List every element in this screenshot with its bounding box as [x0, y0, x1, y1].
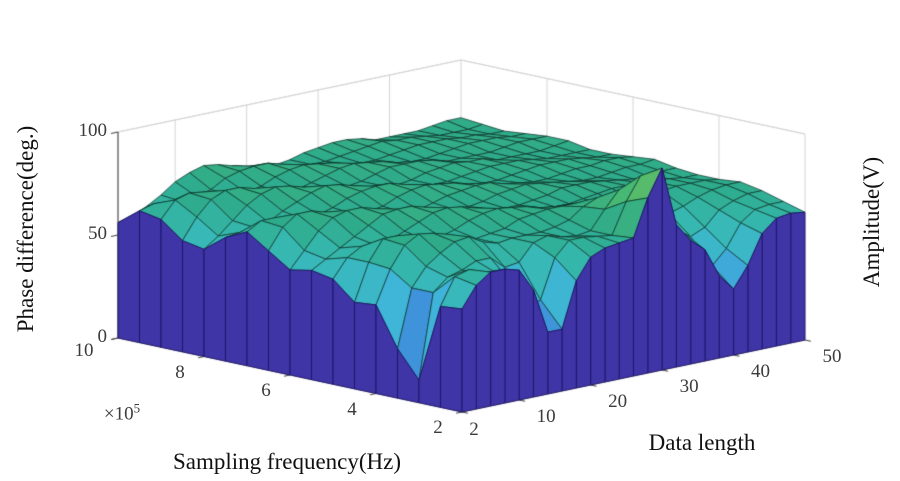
3d-surface-figure: Phase difference(deg.) Amplitude(V) Samp…: [0, 0, 900, 481]
surface-plot-canvas: [0, 0, 900, 481]
